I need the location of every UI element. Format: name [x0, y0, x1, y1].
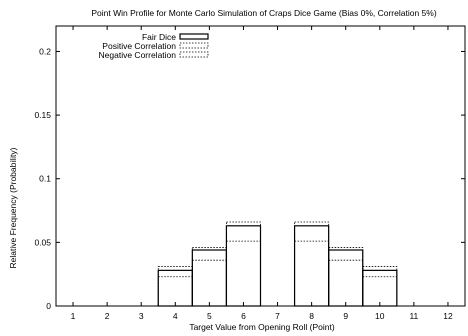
- bar-positive-correlation: [191, 247, 227, 307]
- bar-negative-correlation: [226, 240, 261, 307]
- bar-negative-correlation: [294, 240, 330, 307]
- bar-fair-dice: [225, 225, 262, 307]
- x-axis-label: Target Value from Opening Roll (Point): [189, 322, 335, 332]
- bar-positive-correlation: [294, 221, 330, 307]
- legend-swatch: [179, 33, 209, 40]
- bars-layer: [157, 221, 398, 307]
- x-tick-label: 3: [139, 311, 144, 321]
- x-tick-label: 11: [409, 311, 418, 321]
- legend-label: Fair Dice: [142, 32, 176, 42]
- x-tick-label: 10: [375, 311, 385, 321]
- y-tick-label: 0.1: [39, 174, 51, 184]
- legend-swatch: [179, 51, 209, 58]
- legend-label: Positive Correlation: [102, 41, 176, 51]
- y-tick-label: 0.15: [34, 110, 51, 120]
- x-tick-label: 1: [71, 311, 76, 321]
- chart-title: Point Win Profile for Monte Carlo Simula…: [91, 8, 436, 18]
- bar-negative-correlation: [157, 276, 193, 307]
- y-axis-label: Relative Frequency (Probability): [8, 147, 18, 268]
- bar-fair-dice: [328, 249, 364, 307]
- x-tick-label: 9: [343, 311, 348, 321]
- bar-positive-correlation: [362, 266, 398, 307]
- x-tick-label: 7: [275, 311, 280, 321]
- bar-positive-correlation: [226, 221, 261, 307]
- x-tick-label: 4: [173, 311, 178, 321]
- bar-fair-dice: [191, 249, 228, 307]
- x-tick-label: 2: [105, 311, 110, 321]
- bar-fair-dice: [293, 225, 330, 307]
- x-tick-label: 12: [443, 311, 453, 321]
- bar-positive-correlation: [157, 266, 193, 307]
- bar-fair-dice: [157, 269, 193, 307]
- y-tick-label: 0: [46, 301, 51, 311]
- legend-label: Negative Correlation: [99, 50, 177, 60]
- bar-positive-correlation: [328, 247, 364, 307]
- y-tick-label: 0.05: [34, 237, 51, 247]
- bar-negative-correlation: [328, 259, 364, 307]
- bar-negative-correlation: [362, 276, 398, 307]
- bar-fair-dice: [362, 269, 398, 307]
- legend-swatch: [179, 42, 209, 49]
- x-tick-label: 5: [207, 311, 212, 321]
- x-tick-label: 6: [241, 311, 246, 321]
- x-tick-label: 8: [309, 311, 314, 321]
- plot-frame: [55, 25, 466, 307]
- y-tick-label: 0.2: [39, 46, 51, 56]
- bar-negative-correlation: [191, 259, 227, 307]
